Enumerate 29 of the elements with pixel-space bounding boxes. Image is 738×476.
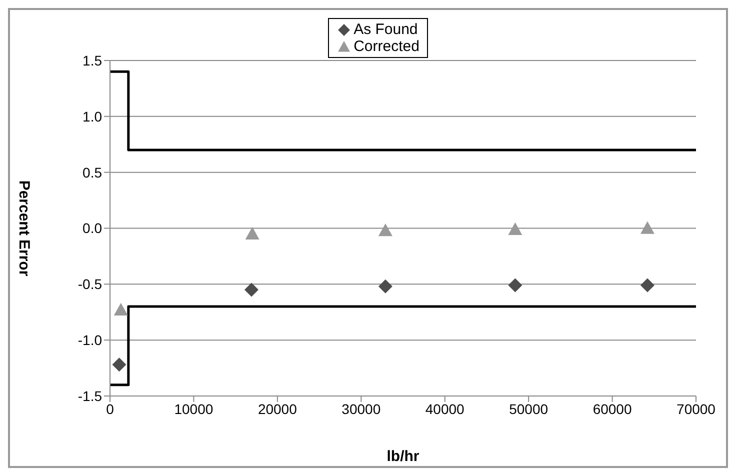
point [640, 221, 654, 234]
y-tick-label: -0.5 [78, 276, 102, 292]
legend-label: Corrected [354, 38, 420, 55]
x-tick-label: 50000 [509, 400, 548, 417]
point [245, 226, 260, 240]
x-axis-title: lb/hr [386, 448, 420, 465]
x-tick-label: 40000 [425, 400, 465, 417]
y-axis-title: Percent Error [16, 180, 33, 276]
y-tick-label: -1.5 [78, 388, 102, 404]
point [114, 302, 128, 316]
legend-label: As Found [354, 21, 418, 38]
point [508, 222, 522, 235]
point [640, 278, 654, 292]
x-tick-label: 20000 [258, 400, 298, 417]
point [508, 278, 522, 292]
y-tick-label: 0.5 [82, 164, 102, 180]
point [112, 358, 126, 372]
y-tick-label: -1.0 [78, 332, 102, 348]
y-tick-label: 1.0 [82, 108, 102, 124]
x-tick-label: 60000 [592, 400, 632, 417]
point [378, 223, 392, 236]
point [378, 279, 392, 294]
x-tick-label: 10000 [174, 400, 214, 417]
point [244, 282, 258, 297]
x-tick-label: 70000 [676, 400, 716, 417]
y-tick-label: 0.0 [82, 220, 102, 236]
x-tick-label: 30000 [342, 400, 381, 417]
x-tick-label: 0 [106, 400, 114, 417]
y-tick-label: 1.5 [82, 52, 102, 68]
